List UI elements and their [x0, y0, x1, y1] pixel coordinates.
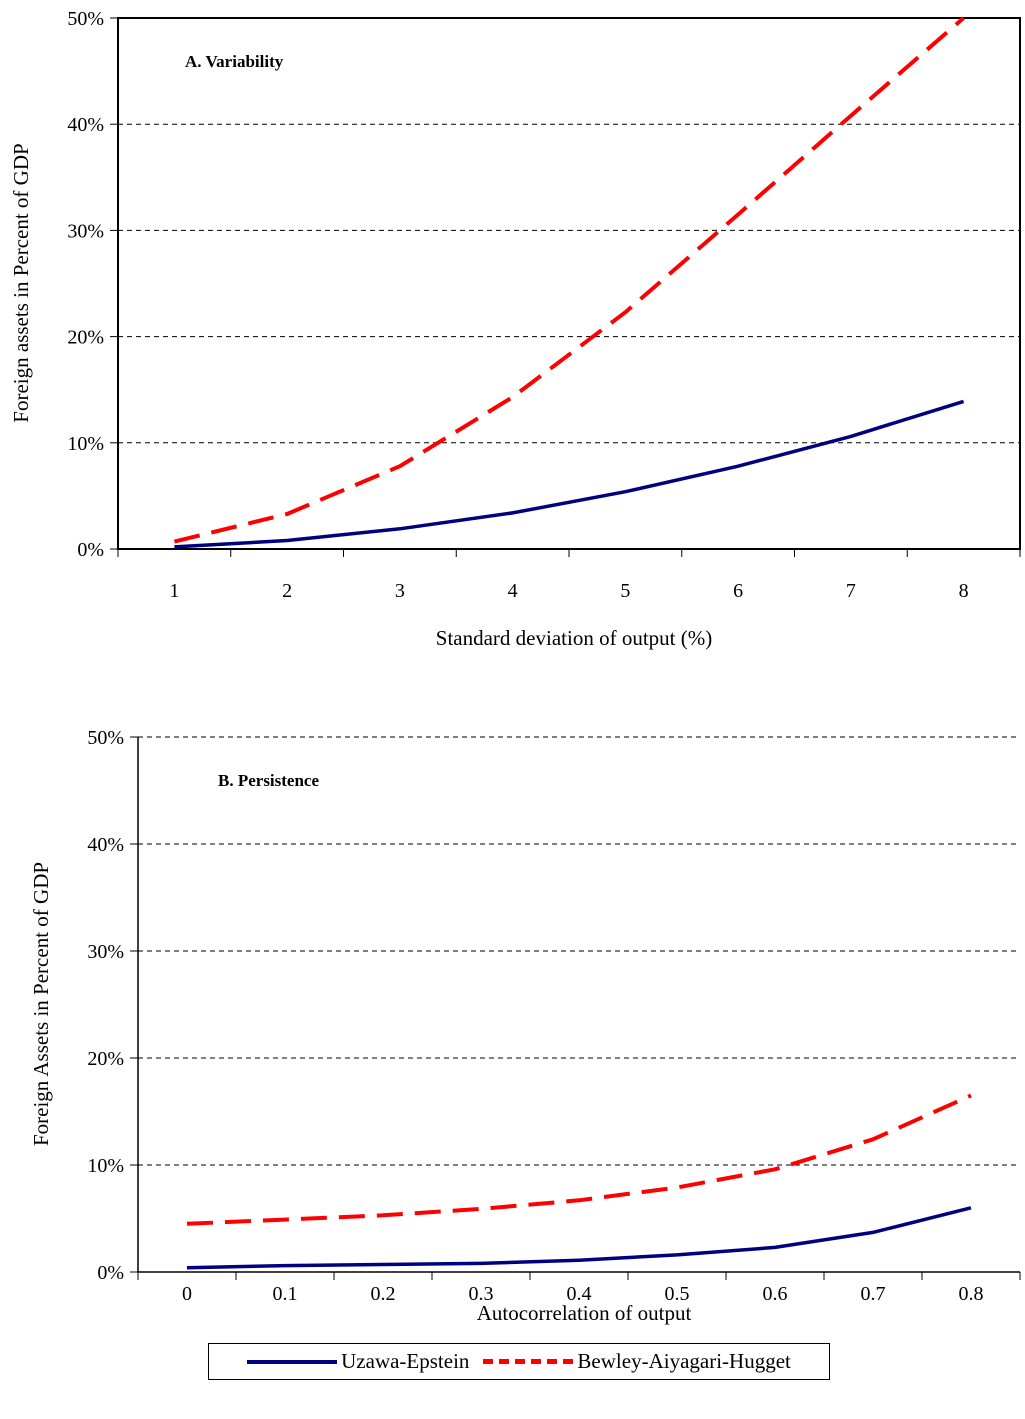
data-point: [398, 527, 401, 530]
y-tick-label: 0%: [97, 1262, 124, 1284]
y-axis-title: Foreign assets in Percent of GDP: [9, 143, 33, 422]
x-tick-label: 7: [846, 580, 856, 602]
data-point: [480, 1207, 483, 1210]
data-point: [737, 213, 740, 216]
legend-label: Uzawa-Epstein: [341, 1349, 470, 1373]
legend-swatch-solid-line: [247, 1359, 338, 1364]
x-tick-label: 0.2: [371, 1283, 396, 1305]
y-tick-label: 30%: [67, 220, 104, 242]
chart-title: B. Persistence: [218, 771, 319, 790]
x-tick-label: 0.3: [469, 1283, 494, 1305]
data-point: [286, 512, 289, 515]
legend-item-uzawa-epstein: Uzawa-Epstein: [247, 1349, 469, 1374]
data-point: [186, 1222, 189, 1225]
x-tick-label: 0.7: [861, 1283, 886, 1305]
data-point: [774, 1246, 777, 1249]
data-point: [511, 511, 514, 514]
series-line-uzawa-epstein: [186, 1206, 972, 1270]
x-tick-label: 0.4: [567, 1283, 592, 1305]
x-tick-label: 0.6: [763, 1283, 788, 1305]
data-point: [286, 539, 289, 542]
data-point: [578, 1259, 581, 1262]
data-point: [962, 400, 965, 403]
y-tick-label: 40%: [67, 114, 104, 136]
data-point: [382, 1263, 385, 1266]
y-tick-label: 30%: [87, 941, 124, 963]
x-axis-title: Autocorrelation of output: [477, 1301, 692, 1325]
data-point: [849, 114, 852, 117]
data-point: [962, 17, 965, 20]
y-tick-label: 50%: [67, 8, 104, 30]
data-point: [872, 1231, 875, 1234]
chart-canvas: 0% 10% 20% 30% 40% 50% 1 2 3 4 5 6 7 8 Standard deviat…: [9, 8, 1021, 1325]
legend-label: Bewley-Aiyagari-Hugget: [577, 1349, 791, 1373]
data-point: [398, 465, 401, 468]
data-point: [284, 1218, 287, 1221]
data-point: [624, 311, 627, 314]
chart-panel-variability: 0% 10% 20% 30% 40% 50% 1 2 3 4 5 6 7 8 Standard deviat…: [9, 8, 1021, 650]
legend: Uzawa-Epstein Bewley-Aiyagari-Hugget: [208, 1343, 830, 1380]
data-point: [173, 540, 176, 543]
data-point: [872, 1138, 875, 1141]
data-point: [480, 1262, 483, 1265]
x-tick-label: 1: [169, 580, 179, 602]
data-point: [173, 545, 176, 548]
data-point: [511, 396, 514, 399]
y-tick-label: 10%: [87, 1155, 124, 1177]
x-axis-title: Standard deviation of output (%): [436, 626, 712, 650]
y-tick-label: 20%: [87, 1048, 124, 1070]
y-tick-label: 10%: [67, 433, 104, 455]
x-tick-label: 8: [959, 580, 969, 602]
y-tick-label: 0%: [77, 539, 104, 561]
legend-item-bewley-aiyagari-hugget: Bewley-Aiyagari-Hugget: [483, 1349, 791, 1374]
data-point: [737, 465, 740, 468]
x-tick-label: 5: [620, 580, 630, 602]
x-tick-label: 0.1: [273, 1283, 298, 1305]
data-point: [676, 1253, 679, 1256]
x-tick-label: 3: [395, 580, 405, 602]
data-point: [186, 1266, 189, 1269]
data-point: [774, 1168, 777, 1171]
y-tick-label: 50%: [87, 727, 124, 749]
x-tick-label: 2: [282, 580, 292, 602]
data-point: [970, 1206, 973, 1209]
legend-swatch-dashed-line: [483, 1359, 574, 1364]
chart-title: A. Variability: [185, 52, 284, 71]
data-point: [676, 1186, 679, 1189]
x-tick-label: 0.5: [665, 1283, 690, 1305]
x-tick-label: 6: [733, 580, 743, 602]
series-line-bewley-aiyagari-hugget: [173, 16, 965, 544]
series-line-uzawa-epstein: [174, 399, 965, 549]
data-point: [382, 1214, 385, 1217]
data-point: [624, 490, 627, 493]
x-tick-label: 0: [182, 1283, 192, 1305]
y-axis-title: Foreign Assets in Percent of GDP: [29, 862, 53, 1146]
plot-area-frame: [117, 17, 1021, 550]
y-tick-label: 40%: [87, 834, 124, 856]
data-point: [578, 1199, 581, 1202]
data-point: [849, 435, 852, 438]
x-tick-label: 4: [508, 580, 518, 602]
series-line-bewley-aiyagari-hugget: [186, 1093, 972, 1226]
y-tick-label: 20%: [67, 327, 104, 349]
chart-panel-persistence: 0% 10% 20% 30% 40% 50% 0 0.1 0.2 0.3 0.4 0.5 0.6 0.7 0…: [29, 727, 1021, 1325]
x-tick-label: 0.8: [959, 1283, 984, 1305]
data-point: [970, 1094, 973, 1097]
data-point: [284, 1264, 287, 1267]
